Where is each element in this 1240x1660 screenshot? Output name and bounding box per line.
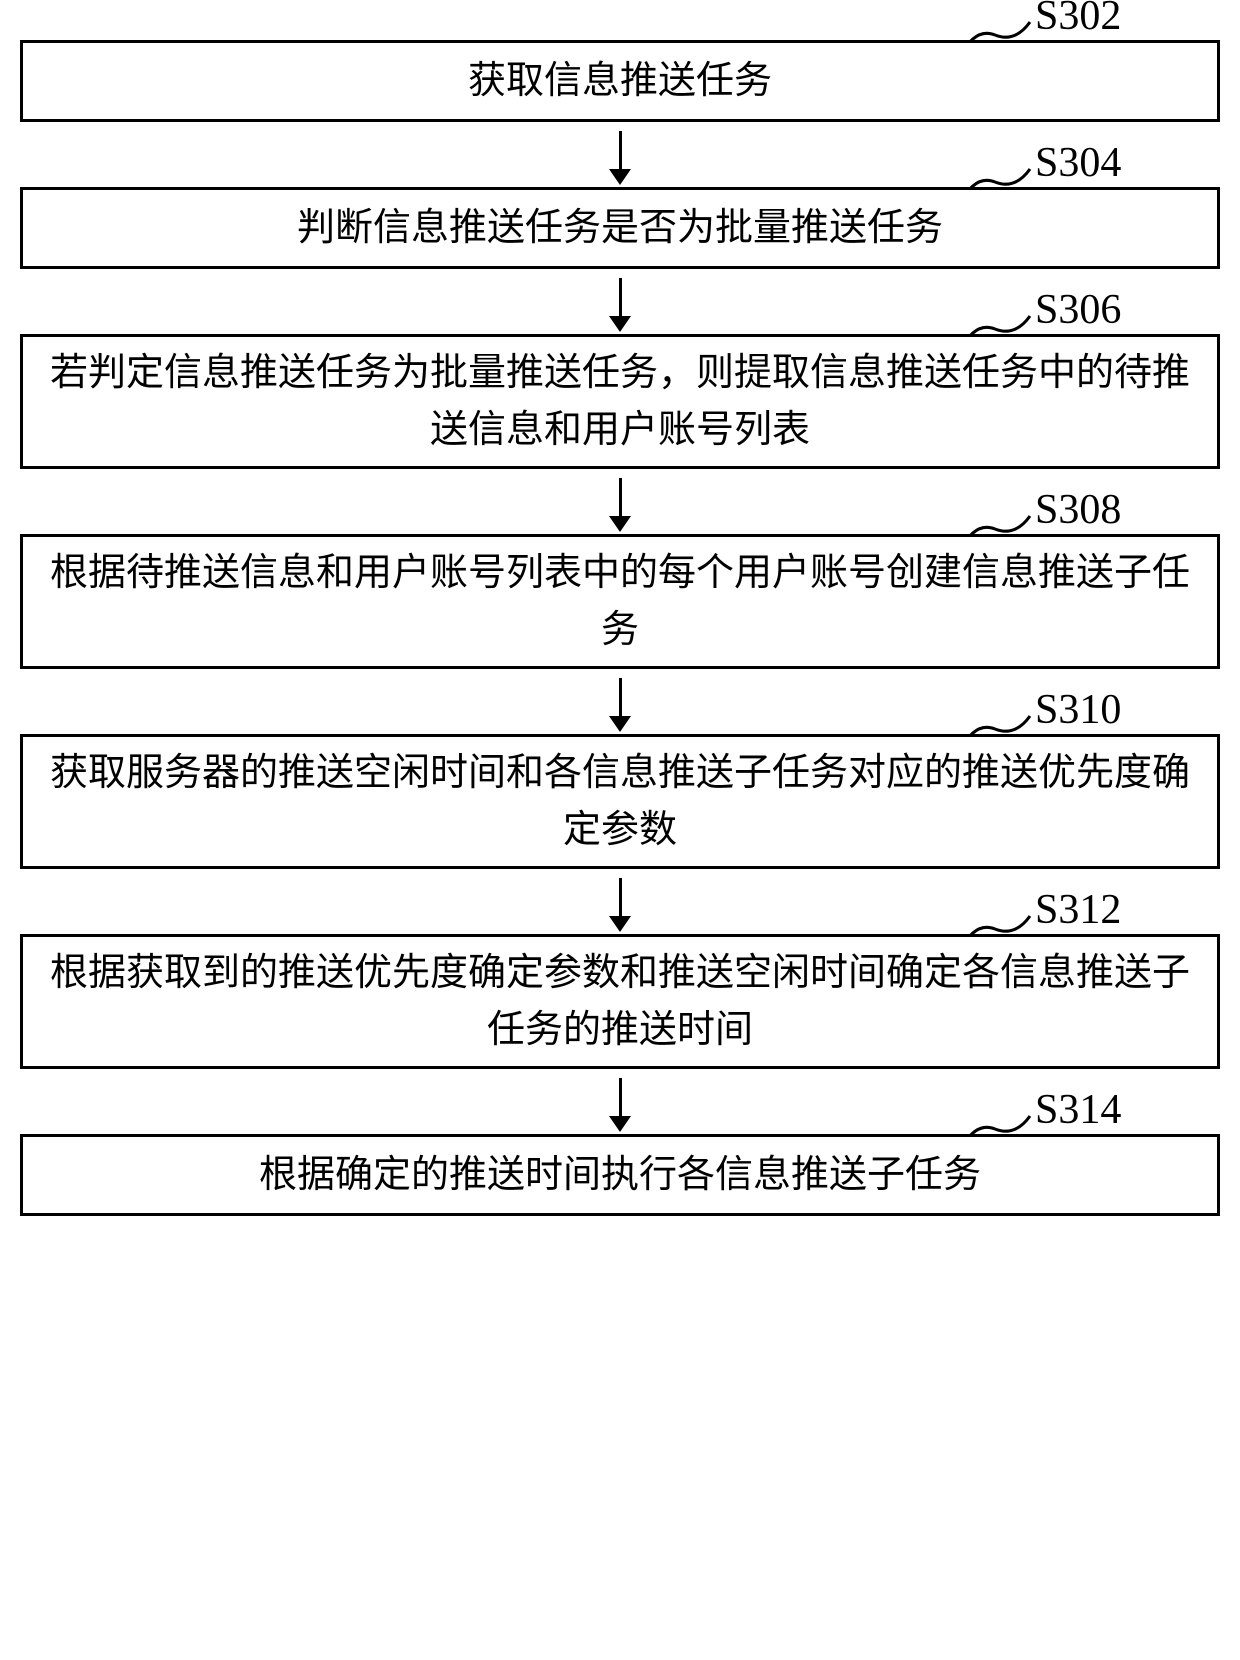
step-container: S302 获取信息推送任务 bbox=[20, 40, 1220, 122]
step-label: S314 bbox=[1035, 1086, 1121, 1134]
step-label: S306 bbox=[1035, 286, 1121, 334]
arrow-head-icon bbox=[609, 1116, 631, 1132]
step-text: 获取服务器的推送空闲时间和各信息推送子任务对应的推送优先度确定参数 bbox=[43, 745, 1197, 859]
step-text: 根据确定的推送时间执行各信息推送子任务 bbox=[259, 1147, 981, 1204]
step-container: S306 若判定信息推送任务为批量推送任务，则提取信息推送任务中的待推送信息和用… bbox=[20, 334, 1220, 469]
arrow-head-icon bbox=[609, 916, 631, 932]
step-box: 获取服务器的推送空闲时间和各信息推送子任务对应的推送优先度确定参数 bbox=[20, 734, 1220, 869]
arrow-head-icon bbox=[609, 316, 631, 332]
step-container: S314 根据确定的推送时间执行各信息推送子任务 bbox=[20, 1134, 1220, 1216]
flowchart-container: S302 获取信息推送任务 S304 判断信息推送任务是否为批量推送任务 S30… bbox=[20, 40, 1220, 1216]
step-box: 根据待推送信息和用户账号列表中的每个用户账号创建信息推送子任务 bbox=[20, 534, 1220, 669]
arrow-head-icon bbox=[609, 716, 631, 732]
step-box: 判断信息推送任务是否为批量推送任务 bbox=[20, 187, 1220, 269]
step-label: S304 bbox=[1035, 139, 1121, 187]
step-text: 获取信息推送任务 bbox=[468, 53, 772, 110]
step-container: S308 根据待推送信息和用户账号列表中的每个用户账号创建信息推送子任务 bbox=[20, 534, 1220, 669]
step-box: 根据获取到的推送优先度确定参数和推送空闲时间确定各信息推送子任务的推送时间 bbox=[20, 934, 1220, 1069]
step-label: S310 bbox=[1035, 686, 1121, 734]
step-text: 判断信息推送任务是否为批量推送任务 bbox=[297, 200, 943, 257]
step-box: 根据确定的推送时间执行各信息推送子任务 bbox=[20, 1134, 1220, 1216]
step-text: 根据获取到的推送优先度确定参数和推送空闲时间确定各信息推送子任务的推送时间 bbox=[43, 945, 1197, 1059]
step-label: S308 bbox=[1035, 486, 1121, 534]
step-box: 若判定信息推送任务为批量推送任务，则提取信息推送任务中的待推送信息和用户账号列表 bbox=[20, 334, 1220, 469]
step-container: S310 获取服务器的推送空闲时间和各信息推送子任务对应的推送优先度确定参数 bbox=[20, 734, 1220, 869]
step-label: S312 bbox=[1035, 886, 1121, 934]
step-label: S302 bbox=[1035, 0, 1121, 40]
arrow-head-icon bbox=[609, 169, 631, 185]
arrow-head-icon bbox=[609, 516, 631, 532]
step-container: S312 根据获取到的推送优先度确定参数和推送空闲时间确定各信息推送子任务的推送… bbox=[20, 934, 1220, 1069]
step-text: 若判定信息推送任务为批量推送任务，则提取信息推送任务中的待推送信息和用户账号列表 bbox=[43, 345, 1197, 459]
step-box: 获取信息推送任务 bbox=[20, 40, 1220, 122]
step-text: 根据待推送信息和用户账号列表中的每个用户账号创建信息推送子任务 bbox=[43, 545, 1197, 659]
step-container: S304 判断信息推送任务是否为批量推送任务 bbox=[20, 187, 1220, 269]
